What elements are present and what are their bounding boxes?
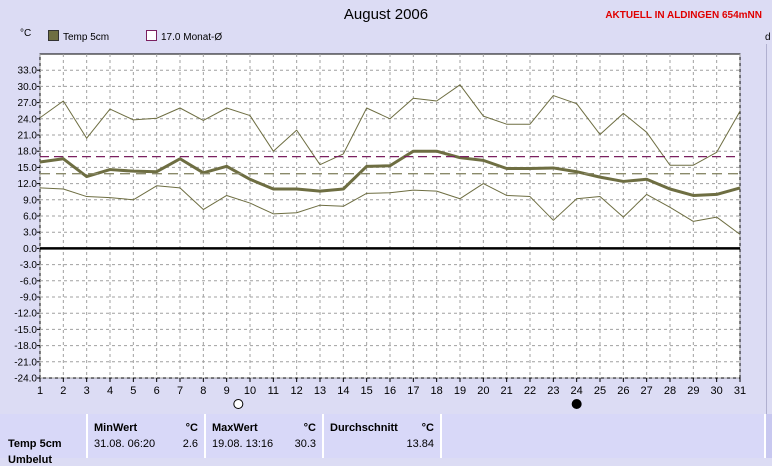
x-tick-label: 22 xyxy=(524,385,536,397)
chart-title: August 2006 xyxy=(343,6,429,23)
y-axis-unit: °C xyxy=(20,28,32,39)
y-tick-label: 15.0 xyxy=(18,163,38,174)
x-tick-label: 23 xyxy=(547,385,559,397)
x-tick-label: 20 xyxy=(477,385,489,397)
x-tick-label: 19 xyxy=(454,385,466,397)
x-tick-label: 31 xyxy=(734,385,746,397)
y-tick-label: -24.0 xyxy=(14,374,37,385)
stat-avg-header: Durchschnitt xyxy=(330,422,398,434)
series-max-line xyxy=(39,84,741,166)
y-tick-label: 30.0 xyxy=(18,82,38,93)
x-tick-label: 6 xyxy=(154,385,160,397)
new-moon-icon xyxy=(571,399,582,409)
stat-min-value: 2.6 xyxy=(182,438,198,450)
x-tick-label: 21 xyxy=(501,385,513,397)
x-tick-label: 7 xyxy=(177,385,183,397)
stat-row-header: Temp 5cm Umbelut xyxy=(0,414,88,466)
x-tick-label: 10 xyxy=(244,385,256,397)
x-tick-label: 14 xyxy=(337,385,349,397)
y-tick-label: 0.0 xyxy=(23,244,37,255)
series-min-line xyxy=(39,183,741,235)
stat-min-time: 31.08. 06:20 xyxy=(94,438,156,450)
y-tick-label: -9.0 xyxy=(20,293,38,304)
x-tick-label: 1 xyxy=(37,385,43,397)
legend-item-month-average[interactable]: 17.0 Monat-Ø xyxy=(146,30,222,43)
x-tick-label: 5 xyxy=(130,385,136,397)
x-tick-label: 27 xyxy=(641,385,653,397)
y-tick-label: 21.0 xyxy=(18,131,38,142)
x-tick-label: 4 xyxy=(107,385,113,397)
x-tick-label: 17 xyxy=(407,385,419,397)
x-tick-label: 18 xyxy=(431,385,443,397)
plot-area: 33.030.027.024.021.018.015.012.09.06.03.… xyxy=(14,53,746,409)
legend-label-temp: Temp 5cm xyxy=(63,32,110,43)
series-mean-line xyxy=(39,149,741,197)
y-tick-label: -12.0 xyxy=(14,309,37,320)
x-tick-label: 16 xyxy=(384,385,396,397)
x-tick-label: 26 xyxy=(617,385,629,397)
temperature-chart: 33.030.027.024.021.018.015.012.09.06.03.… xyxy=(14,53,746,409)
stat-avg-unit: °C xyxy=(421,422,434,434)
x-tick-label: 2 xyxy=(60,385,66,397)
legend-swatch-temp xyxy=(48,30,59,41)
stat-max-value: 30.3 xyxy=(294,438,316,450)
x-tick-label: 24 xyxy=(571,385,583,397)
y-tick-label: 27.0 xyxy=(18,98,38,109)
stat-max-time: 19.08. 13:16 xyxy=(212,438,274,450)
stat-min-cell: MinWert °C 31.08. 06:20 2.6 xyxy=(88,414,206,458)
x-tick-label: 30 xyxy=(711,385,723,397)
full-moon-icon xyxy=(233,399,244,409)
x-tick-label: 25 xyxy=(594,385,606,397)
y-tick-label: -3.0 xyxy=(20,260,38,271)
stat-max-unit: °C xyxy=(303,422,316,434)
x-tick-label: 8 xyxy=(200,385,206,397)
y-tick-label: 24.0 xyxy=(18,114,38,125)
stat-min-header: MinWert xyxy=(94,422,138,434)
x-tick-label: 3 xyxy=(84,385,90,397)
y-tick-label: 18.0 xyxy=(18,147,38,158)
y-tick-label: -18.0 xyxy=(14,341,37,352)
statistics-bar: Temp 5cm Umbelut MinWert °C 31.08. 06:20… xyxy=(0,414,772,466)
y-tick-label: -15.0 xyxy=(14,325,37,336)
legend-item-temp[interactable]: Temp 5cm xyxy=(48,30,109,43)
stat-max-cell: MaxWert °C 19.08. 13:16 30.3 xyxy=(206,414,324,458)
vertical-scrollbar[interactable] xyxy=(766,44,772,414)
x-tick-label: 28 xyxy=(664,385,676,397)
stat-min-unit: °C xyxy=(185,422,198,434)
stat-empty-cell xyxy=(442,414,766,458)
y-tick-label: 9.0 xyxy=(23,195,37,206)
legend-label-month-average: 17.0 Monat-Ø xyxy=(161,32,223,43)
right-axis-unit: d xyxy=(765,32,771,43)
legend-swatch-month-average xyxy=(146,30,157,41)
x-tick-label: 13 xyxy=(314,385,326,397)
y-tick-label: -21.0 xyxy=(14,357,37,368)
y-tick-label: 6.0 xyxy=(23,212,37,223)
x-tick-label: 15 xyxy=(361,385,373,397)
stat-avg-value: 13.84 xyxy=(406,438,434,450)
x-tick-label: 9 xyxy=(224,385,230,397)
x-tick-label: 12 xyxy=(291,385,303,397)
y-tick-label: 33.0 xyxy=(18,66,38,77)
x-tick-label: 11 xyxy=(268,385,279,397)
stat-row-label: Temp 5cm xyxy=(8,438,62,450)
y-tick-label: 3.0 xyxy=(23,228,37,239)
x-tick-label: 29 xyxy=(687,385,699,397)
stat-row-label-2: Umbelut xyxy=(8,454,52,466)
stat-max-header: MaxWert xyxy=(212,422,258,434)
stat-avg-cell: Durchschnitt °C 13.84 xyxy=(324,414,442,458)
y-tick-label: -6.0 xyxy=(20,276,38,287)
station-label: AKTUELL IN ALDINGEN 654mNN xyxy=(605,10,762,21)
y-tick-label: 12.0 xyxy=(18,179,38,190)
